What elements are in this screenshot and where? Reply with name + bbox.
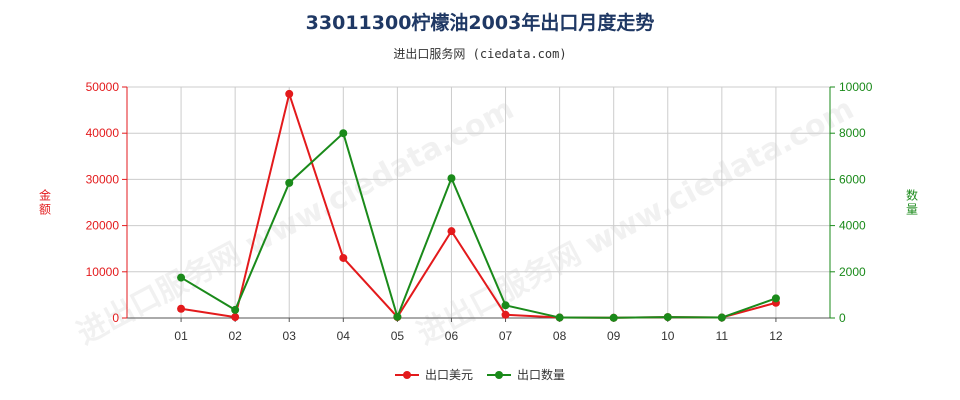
data-point — [501, 310, 510, 319]
chart-subtitle: 进出口服务网 (ciedata.com) — [393, 47, 567, 61]
right-tick-label: 4000 — [839, 219, 866, 233]
right-tick-label: 0 — [839, 311, 846, 325]
data-point — [231, 313, 240, 322]
y-right-axis-title: 数量 — [906, 188, 918, 217]
x-tick-label: 06 — [445, 329, 459, 343]
left-tick-label: 10000 — [86, 265, 120, 279]
x-tick-label: 05 — [391, 329, 405, 343]
legend-label: 出口美元 — [425, 368, 473, 382]
x-tick-label: 01 — [174, 329, 188, 343]
right-tick-label: 10000 — [839, 80, 873, 94]
data-point — [663, 313, 672, 322]
series-line-2 — [180, 131, 777, 320]
x-tick-label: 09 — [607, 329, 621, 343]
x-tick-label: 12 — [769, 329, 783, 343]
left-tick-label: 20000 — [86, 219, 120, 233]
data-point — [177, 304, 186, 313]
x-tick-label: 04 — [337, 329, 351, 343]
data-point — [393, 312, 402, 321]
data-point — [717, 313, 726, 322]
left-tick-label: 30000 — [86, 172, 120, 186]
right-tick-label: 8000 — [839, 126, 866, 140]
data-point — [771, 294, 780, 303]
data-point — [447, 227, 456, 236]
x-tick-label: 10 — [661, 329, 675, 343]
data-point — [231, 305, 240, 314]
left-tick-label: 50000 — [86, 80, 120, 94]
left-tick-label: 40000 — [86, 126, 120, 140]
series-layer — [177, 89, 780, 322]
legend-label: 出口数量 — [517, 367, 565, 382]
data-point — [609, 313, 618, 322]
x-tick-label: 07 — [499, 329, 513, 343]
data-point — [285, 178, 294, 187]
data-point — [501, 301, 510, 310]
chart-title: 33011300柠檬油2003年出口月度走势 — [305, 12, 655, 34]
x-tick-label: 11 — [716, 329, 729, 343]
legend: 出口美元 出口数量 — [395, 367, 565, 382]
data-point — [285, 89, 294, 98]
data-point — [447, 174, 456, 183]
data-point — [339, 129, 348, 138]
right-tick-label: 6000 — [839, 172, 866, 186]
x-tick-label: 02 — [228, 329, 242, 343]
x-tick-label: 03 — [283, 329, 297, 343]
legend-swatch-marker — [495, 371, 503, 379]
x-tick-label: 08 — [553, 329, 567, 343]
data-point — [555, 313, 564, 322]
right-tick-label: 2000 — [839, 265, 866, 279]
data-point — [339, 253, 348, 262]
y-left-axis-title: 金额 — [39, 188, 51, 217]
legend-swatch-marker — [403, 371, 411, 379]
data-point — [177, 273, 186, 282]
axes: 0 10000 20000 30000 40000 50000 0 2000 4000 6000 8… — [39, 80, 918, 343]
left-tick-label: 0 — [112, 311, 119, 325]
